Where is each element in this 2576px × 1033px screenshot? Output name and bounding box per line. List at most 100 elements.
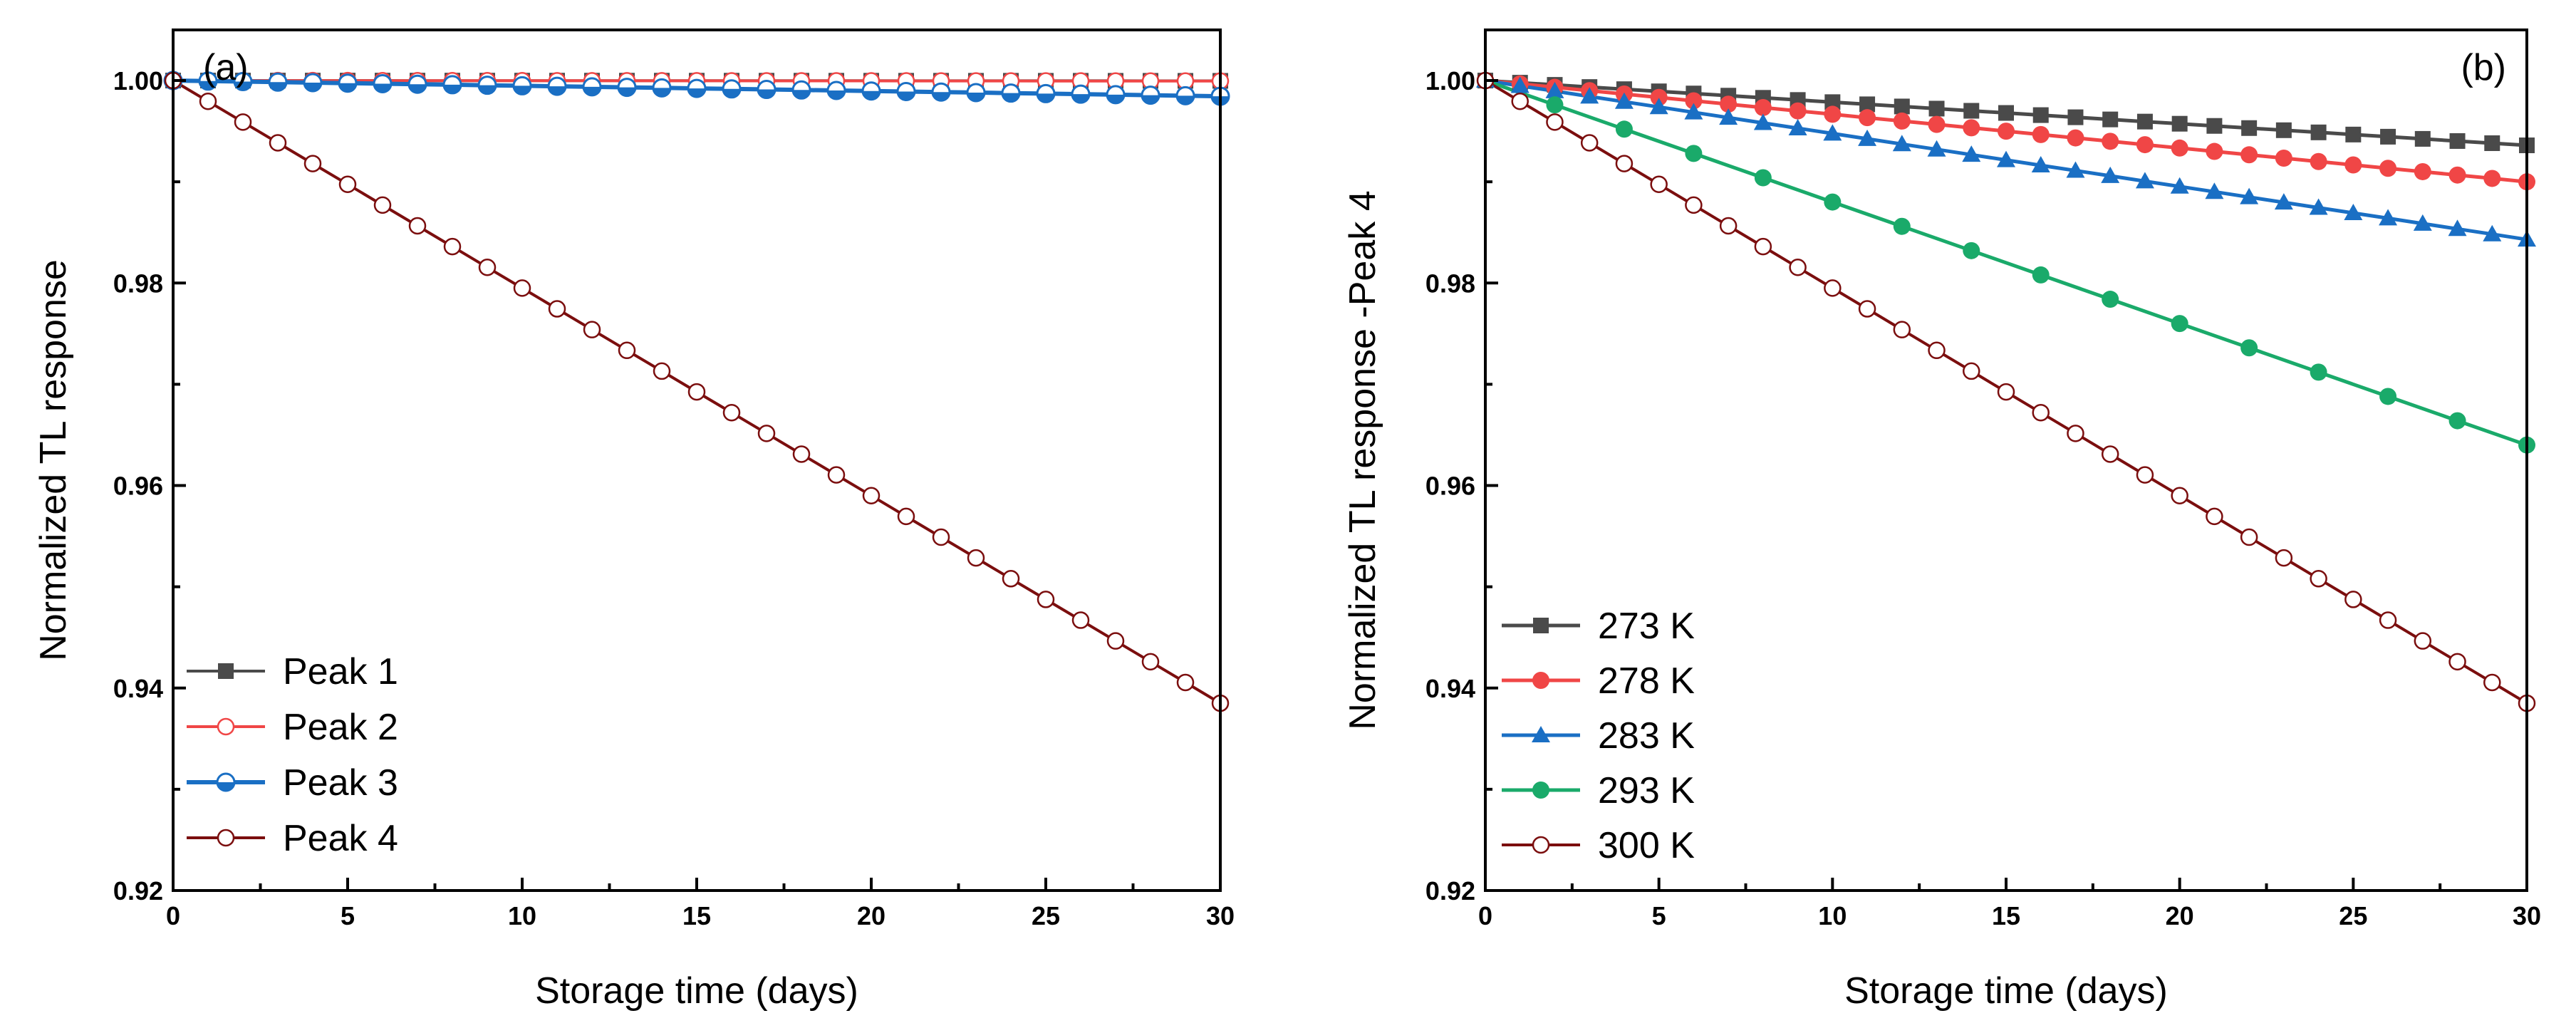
data-point [2310, 152, 2327, 170]
data-point [547, 76, 567, 96]
data-point [1001, 83, 1021, 103]
legend-marker [217, 829, 235, 847]
panel-a-plot-frame [172, 28, 1222, 892]
legend-marker [218, 663, 234, 679]
data-point [2275, 150, 2292, 167]
data-point [2102, 291, 2119, 308]
y-tick-label: 1.00 [113, 66, 163, 95]
series-line-293-k [1485, 78, 2528, 447]
data-point [2171, 139, 2188, 157]
data-point [2032, 266, 2050, 284]
data-point [1106, 632, 1125, 650]
data-point [1546, 113, 1564, 131]
data-point [1071, 84, 1091, 104]
data-point [2448, 166, 2466, 184]
data-point [234, 113, 252, 131]
data-point [2310, 570, 2327, 588]
panel-a-y-axis-title: Normalized TL response [33, 259, 74, 661]
data-point [1176, 673, 1195, 692]
data-point [1963, 119, 1980, 137]
data-point [199, 92, 217, 110]
data-point [2448, 412, 2466, 430]
data-point [1928, 100, 1945, 117]
data-point [2344, 156, 2362, 174]
legend-marker [1532, 672, 1549, 689]
data-point [1141, 85, 1160, 105]
x-tick-label: 5 [1652, 901, 1666, 930]
data-point [1893, 112, 1911, 130]
data-point [1824, 94, 1841, 110]
data-point [2170, 177, 2189, 194]
data-point [198, 71, 218, 91]
data-point [1685, 196, 1703, 214]
legend-label: 283 K [1598, 715, 1695, 757]
data-point [1858, 129, 1877, 146]
data-point [2344, 203, 2363, 220]
y-tick-label: 0.92 [1425, 876, 1475, 905]
data-point [1928, 115, 1946, 133]
data-point [2135, 172, 2154, 189]
panel-b-label: (b) [2461, 47, 2506, 88]
data-point [1546, 96, 1564, 114]
x-tick-label: 10 [1818, 901, 1847, 930]
x-tick-label: 25 [1032, 901, 1060, 930]
data-point [2067, 425, 2084, 442]
data-point [512, 76, 532, 95]
data-point [966, 83, 986, 103]
data-point [1997, 150, 2015, 167]
legend-label: Peak 1 [283, 651, 398, 692]
data-point [1859, 109, 1876, 127]
data-point [2483, 224, 2502, 242]
x-tick-label: 30 [1206, 901, 1235, 930]
x-tick-label: 25 [2339, 901, 2367, 930]
data-point [2032, 107, 2049, 123]
legend-label: Peak 4 [283, 818, 398, 859]
panel-a-label: (a) [203, 47, 249, 88]
data-point [896, 81, 916, 101]
data-point [2448, 219, 2467, 237]
data-point [408, 217, 427, 235]
data-point [1002, 570, 1020, 588]
data-point [2344, 591, 2362, 608]
data-point [2483, 673, 2501, 692]
data-point [862, 487, 881, 504]
panel-b-x-ticks: 0 5 10 15 20 25 30 [1478, 878, 2541, 930]
data-point [2414, 632, 2432, 650]
data-point [2067, 109, 2084, 125]
data-point [1720, 95, 1738, 113]
data-point [967, 549, 985, 567]
data-point [2206, 142, 2223, 160]
data-point [1998, 105, 2014, 121]
data-point [477, 76, 497, 95]
data-point [2310, 363, 2327, 381]
data-point [443, 237, 462, 256]
data-point [268, 72, 288, 92]
data-point [757, 425, 776, 442]
data-point [373, 196, 392, 214]
data-point [1963, 362, 1980, 380]
y-tick-label: 0.96 [1425, 472, 1475, 501]
data-point [2032, 125, 2050, 143]
data-point [826, 81, 846, 100]
data-point [687, 78, 707, 98]
data-point [1545, 81, 1564, 98]
data-point [2240, 528, 2258, 546]
panel-b-legend: 273 K 278 K 283 K 293 K 300 K [1502, 606, 1695, 866]
panel-a-y-ticks: 0.92 0.94 0.96 0.98 1.00 [113, 66, 186, 905]
data-point [1649, 98, 1668, 115]
data-point [1684, 103, 1703, 120]
data-point [1685, 145, 1703, 162]
data-point [1511, 92, 1529, 110]
data-point [2380, 128, 2396, 145]
data-point [827, 466, 846, 484]
panel-b-y-ticks: 0.92 0.94 0.96 0.98 1.00 [1425, 66, 1498, 905]
x-tick-label: 20 [857, 901, 886, 930]
data-point [1580, 134, 1599, 152]
data-point [2275, 122, 2292, 138]
panel-b-x-axis-title: Storage time (days) [1844, 970, 2168, 1012]
data-point [1685, 92, 1703, 110]
y-tick-label: 0.94 [1425, 674, 1475, 703]
data-point [2171, 487, 2188, 504]
data-point [1753, 113, 1772, 130]
data-point [1719, 108, 1738, 125]
